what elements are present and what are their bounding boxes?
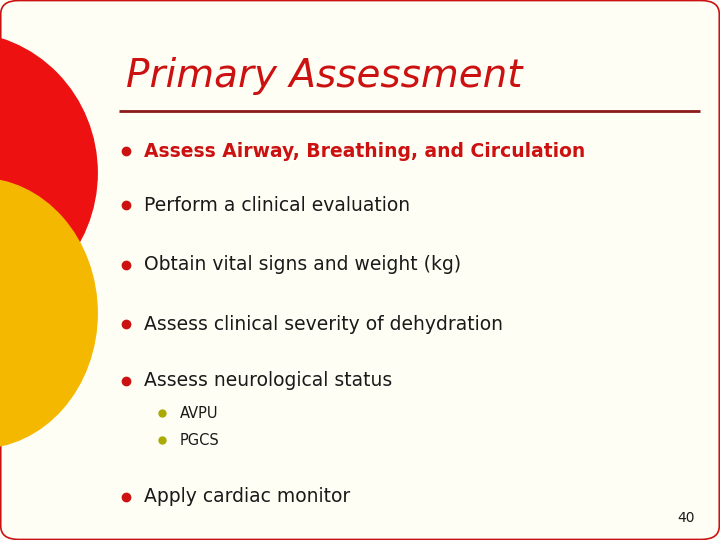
Text: Apply cardiac monitor: Apply cardiac monitor xyxy=(144,487,350,507)
Ellipse shape xyxy=(0,178,97,448)
Text: PGCS: PGCS xyxy=(180,433,220,448)
Text: Assess Airway, Breathing, and Circulation: Assess Airway, Breathing, and Circulatio… xyxy=(144,141,585,161)
Text: Obtain vital signs and weight (kg): Obtain vital signs and weight (kg) xyxy=(144,255,461,274)
Text: Assess neurological status: Assess neurological status xyxy=(144,371,392,390)
Text: Primary Assessment: Primary Assessment xyxy=(126,57,523,94)
Text: AVPU: AVPU xyxy=(180,406,218,421)
Text: 40: 40 xyxy=(678,511,695,525)
Text: Assess clinical severity of dehydration: Assess clinical severity of dehydration xyxy=(144,314,503,334)
Text: Perform a clinical evaluation: Perform a clinical evaluation xyxy=(144,195,410,215)
Ellipse shape xyxy=(0,32,97,313)
